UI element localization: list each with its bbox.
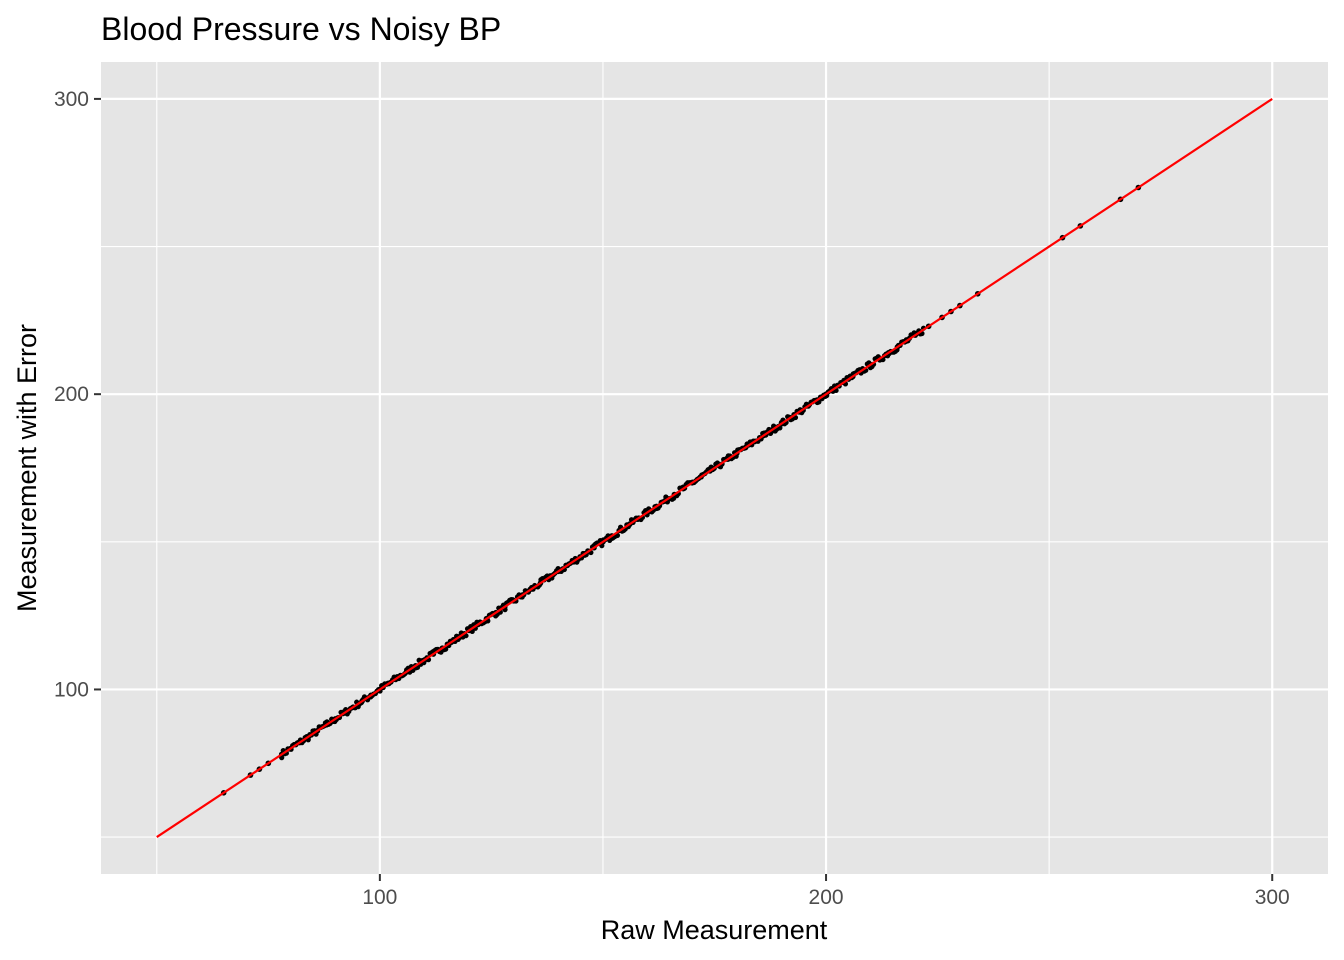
y-tick-label: 300 (54, 88, 89, 111)
x-tick-label: 300 (1255, 886, 1290, 909)
x-tick-label: 200 (809, 886, 844, 909)
y-tick-label: 200 (54, 383, 89, 406)
x-axis-ticks: 100 200 300 (362, 874, 1290, 909)
chart-title: Blood Pressure vs Noisy BP (101, 11, 501, 47)
y-axis-ticks: 100 200 300 (54, 88, 101, 701)
y-axis-title: Measurement with Error (12, 324, 42, 612)
minor-gridlines (101, 62, 1328, 874)
reference-line (156, 97, 1273, 839)
major-gridlines (101, 62, 1328, 874)
x-axis-title: Raw Measurement (601, 915, 828, 945)
y-tick-label: 100 (54, 678, 89, 701)
x-tick-label: 100 (362, 886, 397, 909)
